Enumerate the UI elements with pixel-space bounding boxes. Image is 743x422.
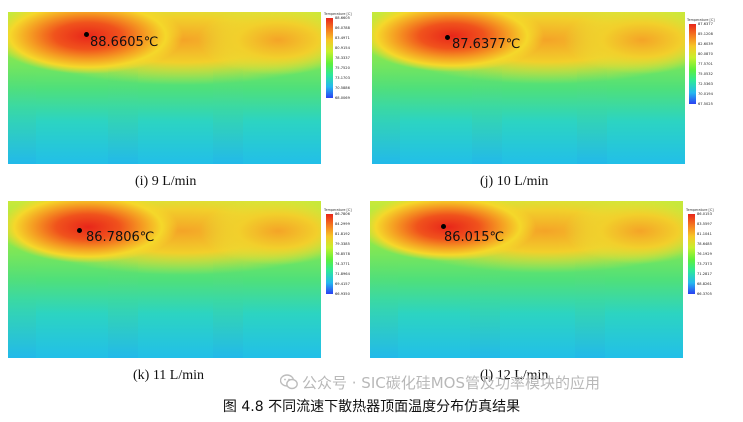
legend-tick: 86.7806 (335, 212, 350, 216)
legend-tick: 71.8964 (335, 272, 350, 276)
legend-tick: 66.9350 (335, 292, 350, 296)
legend-tick: 81.8192 (335, 232, 350, 236)
legend-tick: 83.5597 (697, 222, 712, 226)
legend-tick: 70.5886 (335, 86, 350, 90)
hotspot-label-j: 87.6377℃ (452, 37, 521, 52)
caption-k: (k) 11 L/min (133, 368, 205, 383)
legend-title-i: Temperature [C] (324, 12, 352, 16)
legend-tick: 82.6039 (698, 42, 713, 46)
legend-tick: 88.6605 (335, 16, 350, 20)
legend-tick: 84.2999 (335, 222, 350, 226)
watermark: 公众号 · SIC碳化硅MOS管及功率模块的应用 (302, 374, 600, 392)
hotspot-label-l: 86.015℃ (444, 230, 505, 245)
legend-bar-i (326, 18, 333, 98)
legend-tick: 83.4971 (335, 36, 350, 40)
legend-tick: 68.0069 (335, 96, 350, 100)
legend-tick: 70.0194 (698, 92, 713, 96)
thermal-map-k (8, 201, 321, 358)
legend-tick: 80.0870 (698, 52, 713, 56)
legend-tick: 75.0532 (698, 72, 713, 76)
legend-tick: 85.1208 (698, 32, 713, 36)
legend-tick: 81.1041 (697, 232, 712, 236)
thermal-map-l (370, 201, 683, 358)
hotspot-label-i: 88.6605℃ (90, 35, 159, 50)
thermal-map-i (8, 12, 321, 164)
caption-j: (j) 10 L/min (480, 174, 549, 189)
hotspot-marker-i (84, 32, 89, 37)
legend-tick: 76.8578 (335, 252, 350, 256)
legend-tick: 76.1929 (697, 252, 712, 256)
legend-bar-l (688, 214, 695, 294)
thermal-map-j (372, 12, 685, 164)
legend-tick: 67.5025 (698, 102, 713, 106)
hotspot-marker-k (77, 228, 82, 233)
legend-tick: 73.1703 (335, 76, 350, 80)
legend-bar-j (689, 24, 696, 104)
legend-title-l: Temperature [C] (686, 208, 714, 212)
legend-tick: 78.6485 (697, 242, 712, 246)
legend-tick: 72.5363 (698, 82, 713, 86)
legend-title-k: Temperature [C] (324, 208, 352, 212)
legend-tick: 71.2817 (697, 272, 712, 276)
legend-tick: 73.7373 (697, 262, 712, 266)
legend-tick: 77.5701 (698, 62, 713, 66)
figure-caption: 图 4.8 不同流速下散热器顶面温度分布仿真结果 (222, 399, 521, 415)
hotspot-label-k: 86.7806℃ (86, 230, 155, 245)
legend-tick: 75.7520 (335, 66, 350, 70)
legend-tick: 68.8261 (697, 282, 712, 286)
legend-tick: 69.4157 (335, 282, 350, 286)
legend-tick: 86.0153 (697, 212, 712, 216)
caption-l: (l) 12 L/min (480, 368, 549, 383)
legend-tick: 78.3337 (335, 56, 350, 60)
legend-title-j: Temperature [C] (687, 18, 715, 22)
legend-bar-k (326, 214, 333, 294)
legend-tick: 80.9154 (335, 46, 350, 50)
legend-tick: 66.3705 (697, 292, 712, 296)
legend-tick: 86.0788 (335, 26, 350, 30)
caption-i: (i) 9 L/min (135, 174, 197, 189)
hotspot-marker-j (445, 35, 450, 40)
legend-tick: 74.3771 (335, 262, 350, 266)
hotspot-marker-l (441, 224, 446, 229)
legend-tick: 87.6377 (698, 22, 713, 26)
legend-tick: 79.3385 (335, 242, 350, 246)
wechat-icon (280, 374, 298, 390)
